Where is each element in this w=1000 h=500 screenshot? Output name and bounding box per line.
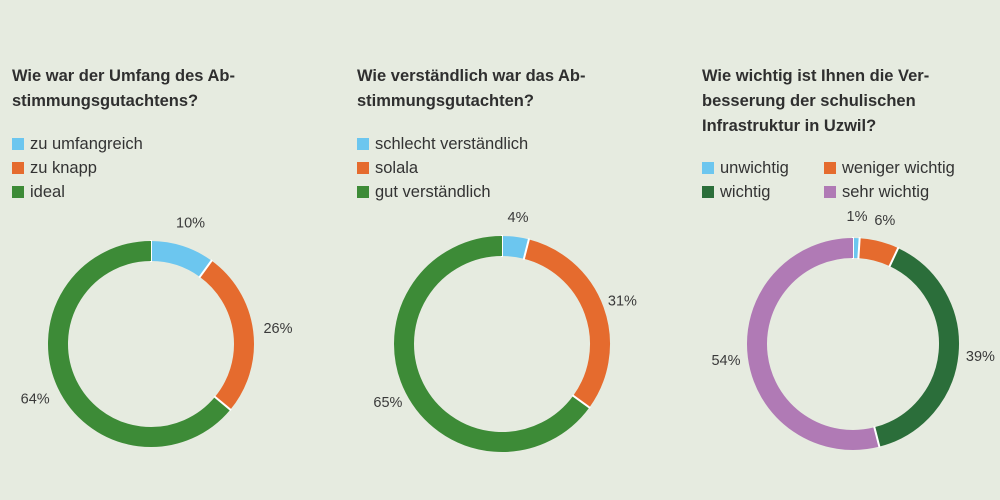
chart-panel-wichtig: Wie wichtig ist Ihnen die Ver- besserung… xyxy=(702,0,1000,500)
donut-slice-separator xyxy=(213,395,232,412)
legend-swatch xyxy=(357,162,369,174)
legend-item-ideal: ideal xyxy=(12,182,65,202)
donut-slice-separator xyxy=(873,426,881,448)
legend-item-schlecht-verstaendlich: schlecht verständlich xyxy=(357,134,528,154)
legend-label: weniger wichtig xyxy=(842,159,955,177)
donut-slice-separator xyxy=(198,259,213,279)
chart-title: Wie war der Umfang des Ab- stimmungsguta… xyxy=(12,64,312,114)
donut-slice-sehr-wichtig xyxy=(747,238,880,450)
legend-label: unwichtig xyxy=(720,159,789,177)
legend-swatch xyxy=(357,186,369,198)
donut-chart: 10% 26% 64% xyxy=(21,215,293,447)
chart-title: Wie verständlich war das Ab- stimmungsgu… xyxy=(357,64,657,114)
legend-item-sehr-wichtig: sehr wichtig xyxy=(824,182,929,202)
legend-label: schlecht verständlich xyxy=(375,135,529,153)
donut-slice-zu-umfangreich xyxy=(150,241,212,278)
legend-label: gut verständlich xyxy=(375,183,491,201)
chart-title: Wie wichtig ist Ihnen die Ver- besserung… xyxy=(702,64,1000,139)
legend-item-solala: solala xyxy=(357,158,418,178)
donut-slice-schlecht-verständlich xyxy=(501,236,529,259)
chart-title-line: Wie war der Umfang des Ab- xyxy=(12,67,235,85)
donut-slice-gut-verständlich xyxy=(394,236,590,452)
legend-swatch xyxy=(702,162,714,174)
legend-item-unwichtig: unwichtig xyxy=(702,158,789,178)
donut-value-label: 54% xyxy=(711,353,740,369)
legend-label: wichtig xyxy=(720,183,771,201)
donut-slice-wichtig xyxy=(874,248,959,447)
legend-item-wichtig: wichtig xyxy=(702,182,770,202)
donut-chart: 1% 6% 39% 54% xyxy=(711,209,995,450)
legend-label: ideal xyxy=(30,183,65,201)
legend-swatch xyxy=(12,162,24,174)
chart-title-line: besserung der schulischen xyxy=(702,92,916,110)
chart-title-line: stimmungsgutachtens? xyxy=(12,92,199,110)
legend-label: zu knapp xyxy=(30,159,97,177)
legend-swatch xyxy=(824,186,836,198)
legend-swatch xyxy=(702,186,714,198)
donut-chart: 4% 31% 65% xyxy=(373,210,637,452)
donut-value-label: 39% xyxy=(966,349,995,365)
donut-value-label: 64% xyxy=(21,391,50,407)
chart-title-line: Wie wichtig ist Ihnen die Ver- xyxy=(702,67,930,85)
donut-slice-separator xyxy=(522,238,531,260)
legend-label: sehr wichtig xyxy=(842,183,930,201)
legend-item-weniger-wichtig: weniger wichtig xyxy=(824,158,955,178)
legend-swatch xyxy=(12,186,24,198)
legend-item-zu-umfangreich: zu umfangreich xyxy=(12,134,143,154)
donut-slice-separator xyxy=(571,394,591,409)
donut-value-label: 4% xyxy=(508,210,529,226)
donut-value-label: 26% xyxy=(263,321,292,337)
legend-label: solala xyxy=(375,159,419,177)
donut-slice-separator xyxy=(857,237,861,260)
donut-slice-weniger-wichtig xyxy=(858,238,899,267)
donut-value-label: 65% xyxy=(373,395,402,411)
legend-item-gut-verstaendlich: gut verständlich xyxy=(357,182,491,202)
donut-value-label: 10% xyxy=(176,215,205,231)
donut-value-label: 6% xyxy=(874,213,895,229)
chart-title-line: stimmungsgutachten? xyxy=(357,92,534,110)
legend-swatch xyxy=(357,138,369,150)
donut-slice-ideal xyxy=(48,241,231,447)
donut-value-label: 31% xyxy=(608,294,637,310)
donut-slice-separator xyxy=(888,246,900,268)
legend-swatch xyxy=(12,138,24,150)
chart-title-line: Infrastruktur in Uzwil? xyxy=(702,117,877,135)
donut-slice-zu-knapp xyxy=(199,260,254,410)
legend-swatch xyxy=(824,162,836,174)
legend-item-zu-knapp: zu knapp xyxy=(12,158,97,178)
chart-title-line: Wie verständlich war das Ab- xyxy=(357,67,586,85)
donut-slice-solala xyxy=(523,239,610,408)
chart-panel-verstaendlich: Wie verständlich war das Ab- stimmungsgu… xyxy=(357,0,657,500)
legend-label: zu umfangreich xyxy=(30,135,143,153)
chart-panel-umfang: Wie war der Umfang des Ab- stimmungsguta… xyxy=(12,0,312,500)
donut-value-label: 1% xyxy=(847,209,868,225)
